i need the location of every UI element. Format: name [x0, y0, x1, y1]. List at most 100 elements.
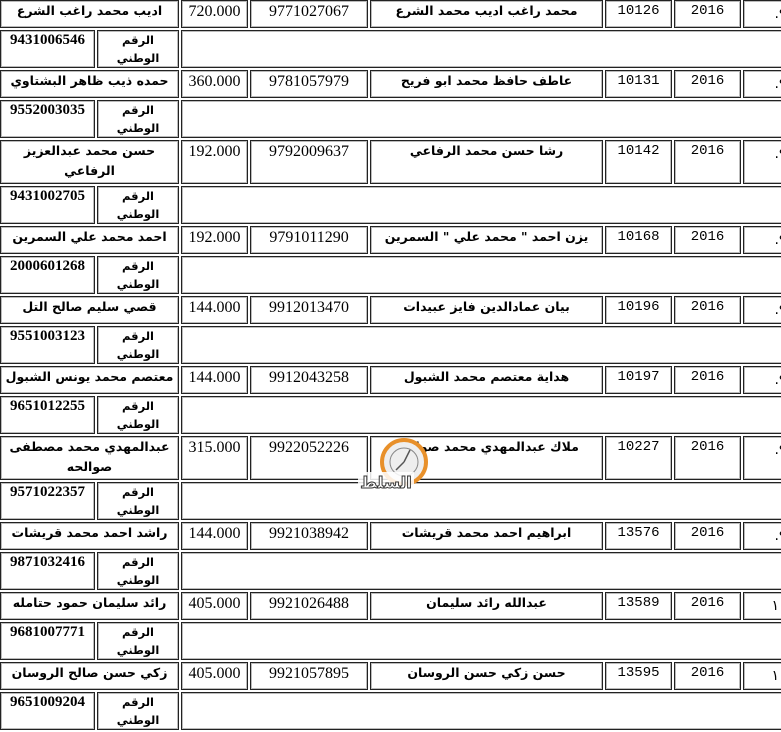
year: 2016: [674, 226, 742, 254]
amount: 405.000: [181, 592, 249, 620]
national-id-value: 2000601268: [0, 256, 95, 294]
national-id-row: 9681007771 الرقم الوطني: [0, 622, 781, 660]
national-id-label: الرقم الوطني: [97, 30, 180, 68]
empty-cell: [181, 396, 781, 434]
student-name: رشا حسن محمد الرفاعي: [370, 140, 604, 184]
amount: 192.000: [181, 140, 249, 184]
amount: 144.000: [181, 522, 249, 550]
year: 2016: [674, 522, 742, 550]
empty-cell: [181, 482, 781, 520]
guardian-name: احمد محمد علي السمرين: [0, 226, 180, 254]
table-row: حسن محمد عبدالعزيز الرفاعي 192.000 9792009…: [0, 140, 781, 184]
year: 2016: [674, 436, 742, 480]
national-id-value: 9431002705: [0, 186, 95, 224]
guardian-name: قصي سليم صالح التل: [0, 296, 180, 324]
record-id: 10168: [605, 226, 673, 254]
year: 2016: [674, 0, 742, 28]
amount: 144.000: [181, 296, 249, 324]
empty-cell: [181, 30, 781, 68]
number: 9921057895: [250, 662, 369, 690]
national-id-label: الرقم الوطني: [97, 186, 180, 224]
number: 9771027067: [250, 0, 369, 28]
row-index: ١٠١: [743, 662, 781, 690]
number: 9922052226: [250, 436, 369, 480]
national-id-row: 9552003035 الرقم الوطني: [0, 100, 781, 138]
guardian-name: زكي حسن صالح الروسان: [0, 662, 180, 690]
national-id-label: الرقم الوطني: [97, 256, 180, 294]
number: 9792009637: [250, 140, 369, 184]
table-row: اديب محمد راغب الشرع 720.000 9771027067 محم…: [0, 0, 781, 28]
table-row: راشد احمد محمد قريشات 144.000 9921038942 اب…: [0, 522, 781, 550]
national-id-row: 9651012255 الرقم الوطني: [0, 396, 781, 434]
row-index: ٩٥.: [743, 226, 781, 254]
row-index: ٩٨.: [743, 436, 781, 480]
guardian-name: اديب محمد راغب الشرع: [0, 0, 180, 28]
row-index: ١٠٠: [743, 592, 781, 620]
national-id-value: 9552003035: [0, 100, 95, 138]
year: 2016: [674, 296, 742, 324]
record-id: 13589: [605, 592, 673, 620]
year: 2016: [674, 70, 742, 98]
empty-cell: [181, 622, 781, 660]
row-index: ٩٢.: [743, 0, 781, 28]
empty-cell: [181, 692, 781, 730]
national-id-label: الرقم الوطني: [97, 100, 180, 138]
guardian-name: معتصم محمد يونس الشبول: [0, 366, 180, 394]
amount: 360.000: [181, 70, 249, 98]
record-id: 10131: [605, 70, 673, 98]
table-row: معتصم محمد يونس الشبول 144.000 9912043258 ه…: [0, 366, 781, 394]
year: 2016: [674, 662, 742, 690]
guardian-name: راشد احمد محمد قريشات: [0, 522, 180, 550]
national-id-row: 9871032416 الرقم الوطني: [0, 552, 781, 590]
amount: 405.000: [181, 662, 249, 690]
table-row: قصي سليم صالح التل 144.000 9912013470 بيان …: [0, 296, 781, 324]
guardian-name: عبدالمهدي محمد مصطفى صوالحه: [0, 436, 180, 480]
number: 9921026488: [250, 592, 369, 620]
guardian-name: حمده ذيب ظاهر البشتاوي: [0, 70, 180, 98]
record-id: 13576: [605, 522, 673, 550]
number: 9791011290: [250, 226, 369, 254]
number: 9781057979: [250, 70, 369, 98]
record-id: 10227: [605, 436, 673, 480]
guardian-name: رائد سليمان حمود حتامله: [0, 592, 180, 620]
student-name: عاطف حافظ محمد ابو فريح: [370, 70, 604, 98]
amount: 315.000: [181, 436, 249, 480]
row-index: ٩٣.: [743, 70, 781, 98]
national-id-row: 9551003123 الرقم الوطني: [0, 326, 781, 364]
table-row: رائد سليمان حمود حتامله 405.000 9921026488…: [0, 592, 781, 620]
amount: 720.000: [181, 0, 249, 28]
amount: 144.000: [181, 366, 249, 394]
national-id-row: 9571022357 الرقم الوطني: [0, 482, 781, 520]
year: 2016: [674, 592, 742, 620]
table-row: حمده ذيب ظاهر البشتاوي 360.000 9781057979 ع…: [0, 70, 781, 98]
row-index: ٩٧.: [743, 366, 781, 394]
year: 2016: [674, 366, 742, 394]
number: 9921038942: [250, 522, 369, 550]
national-id-value: 9651009204: [0, 692, 95, 730]
row-index: ٩٩.: [743, 522, 781, 550]
national-id-value: 9551003123: [0, 326, 95, 364]
national-id-row: 2000601268 الرقم الوطني: [0, 256, 781, 294]
national-id-label: الرقم الوطني: [97, 622, 180, 660]
student-name: محمد راغب اديب محمد الشرع: [370, 0, 604, 28]
national-id-label: الرقم الوطني: [97, 396, 180, 434]
student-name: ابراهيم احمد محمد قريشات: [370, 522, 604, 550]
student-name: يزن احمد " محمد علي " السمرين: [370, 226, 604, 254]
row-index: ٩٦.: [743, 296, 781, 324]
student-name: هداية معتصم محمد الشبول: [370, 366, 604, 394]
guardian-name: حسن محمد عبدالعزيز الرفاعي: [0, 140, 180, 184]
student-name: عبدالله رائد سليمان: [370, 592, 604, 620]
national-id-value: 9571022357: [0, 482, 95, 520]
record-id: 10196: [605, 296, 673, 324]
table-row: احمد محمد علي السمرين 192.000 9791011290 يز…: [0, 226, 781, 254]
amount: 192.000: [181, 226, 249, 254]
national-id-row: 9651009204 الرقم الوطني: [0, 692, 781, 730]
student-name: ملاك عبدالمهدي محمد صوالحه: [370, 436, 604, 480]
empty-cell: [181, 256, 781, 294]
student-name: بيان عمادالدين فايز عبيدات: [370, 296, 604, 324]
record-id: 10126: [605, 0, 673, 28]
record-id: 10142: [605, 140, 673, 184]
national-id-label: الرقم الوطني: [97, 326, 180, 364]
number: 9912043258: [250, 366, 369, 394]
